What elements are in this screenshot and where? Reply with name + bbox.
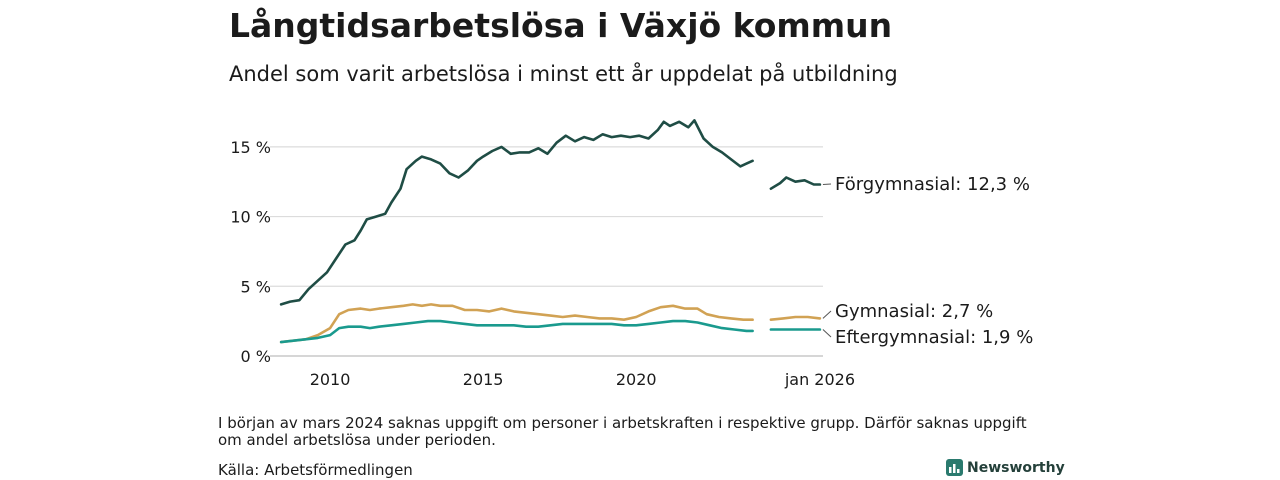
y-tick-label: 15 % (230, 138, 271, 157)
end-label-connector (822, 329, 832, 338)
source-note: Källa: Arbetsförmedlingen (218, 461, 413, 479)
x-tick-label: 2010 (310, 370, 351, 389)
series-line-gymnasial-before-gap (279, 303, 754, 344)
gridlines (270, 146, 823, 357)
chart-title: Långtidsarbetslösa i Växjö kommun (229, 6, 893, 45)
end-label-förgymnasial: Förgymnasial: 12,3 % (835, 174, 1030, 195)
x-tick-label: 2020 (616, 370, 657, 389)
series-lines (279, 119, 822, 344)
brand-name: Newsworthy (967, 459, 1065, 476)
y-axis-ticks: 0 % 5 % 10 % 15 % (230, 138, 271, 366)
end-label-gymnasial: Gymnasial: 2,7 % (835, 301, 993, 322)
x-tick-label: jan 2026 (784, 370, 855, 389)
end-label-connector (822, 310, 832, 319)
series-line-eftergymnasial-before-gap (279, 319, 754, 344)
y-tick-label: 10 % (230, 208, 271, 227)
brand-logo[interactable]: Newsworthy (946, 459, 1065, 476)
series-line-förgymnasial-before-gap (279, 119, 754, 306)
x-axis-ticks: 2010 2015 2020 jan 2026 (310, 370, 855, 389)
end-label-eftergymnasial: Eftergymnasial: 1,9 % (835, 327, 1033, 348)
y-tick-label: 5 % (241, 277, 271, 296)
x-tick-label: 2015 (463, 370, 504, 389)
series-line-gymnasial-after-gap (769, 315, 822, 321)
series-line-förgymnasial-after-gap (769, 176, 822, 190)
y-tick-label: 0 % (241, 347, 271, 366)
end-labels: Förgymnasial: 12,3 % Gymnasial: 2,7 % Efte… (822, 174, 1033, 348)
footnote: I början av mars 2024 saknas uppgift om … (218, 414, 1027, 449)
end-label-connector (822, 183, 832, 186)
chart-subtitle: Andel som varit arbetslösa i minst ett å… (229, 62, 898, 86)
newsworthy-logo-icon (946, 459, 963, 476)
